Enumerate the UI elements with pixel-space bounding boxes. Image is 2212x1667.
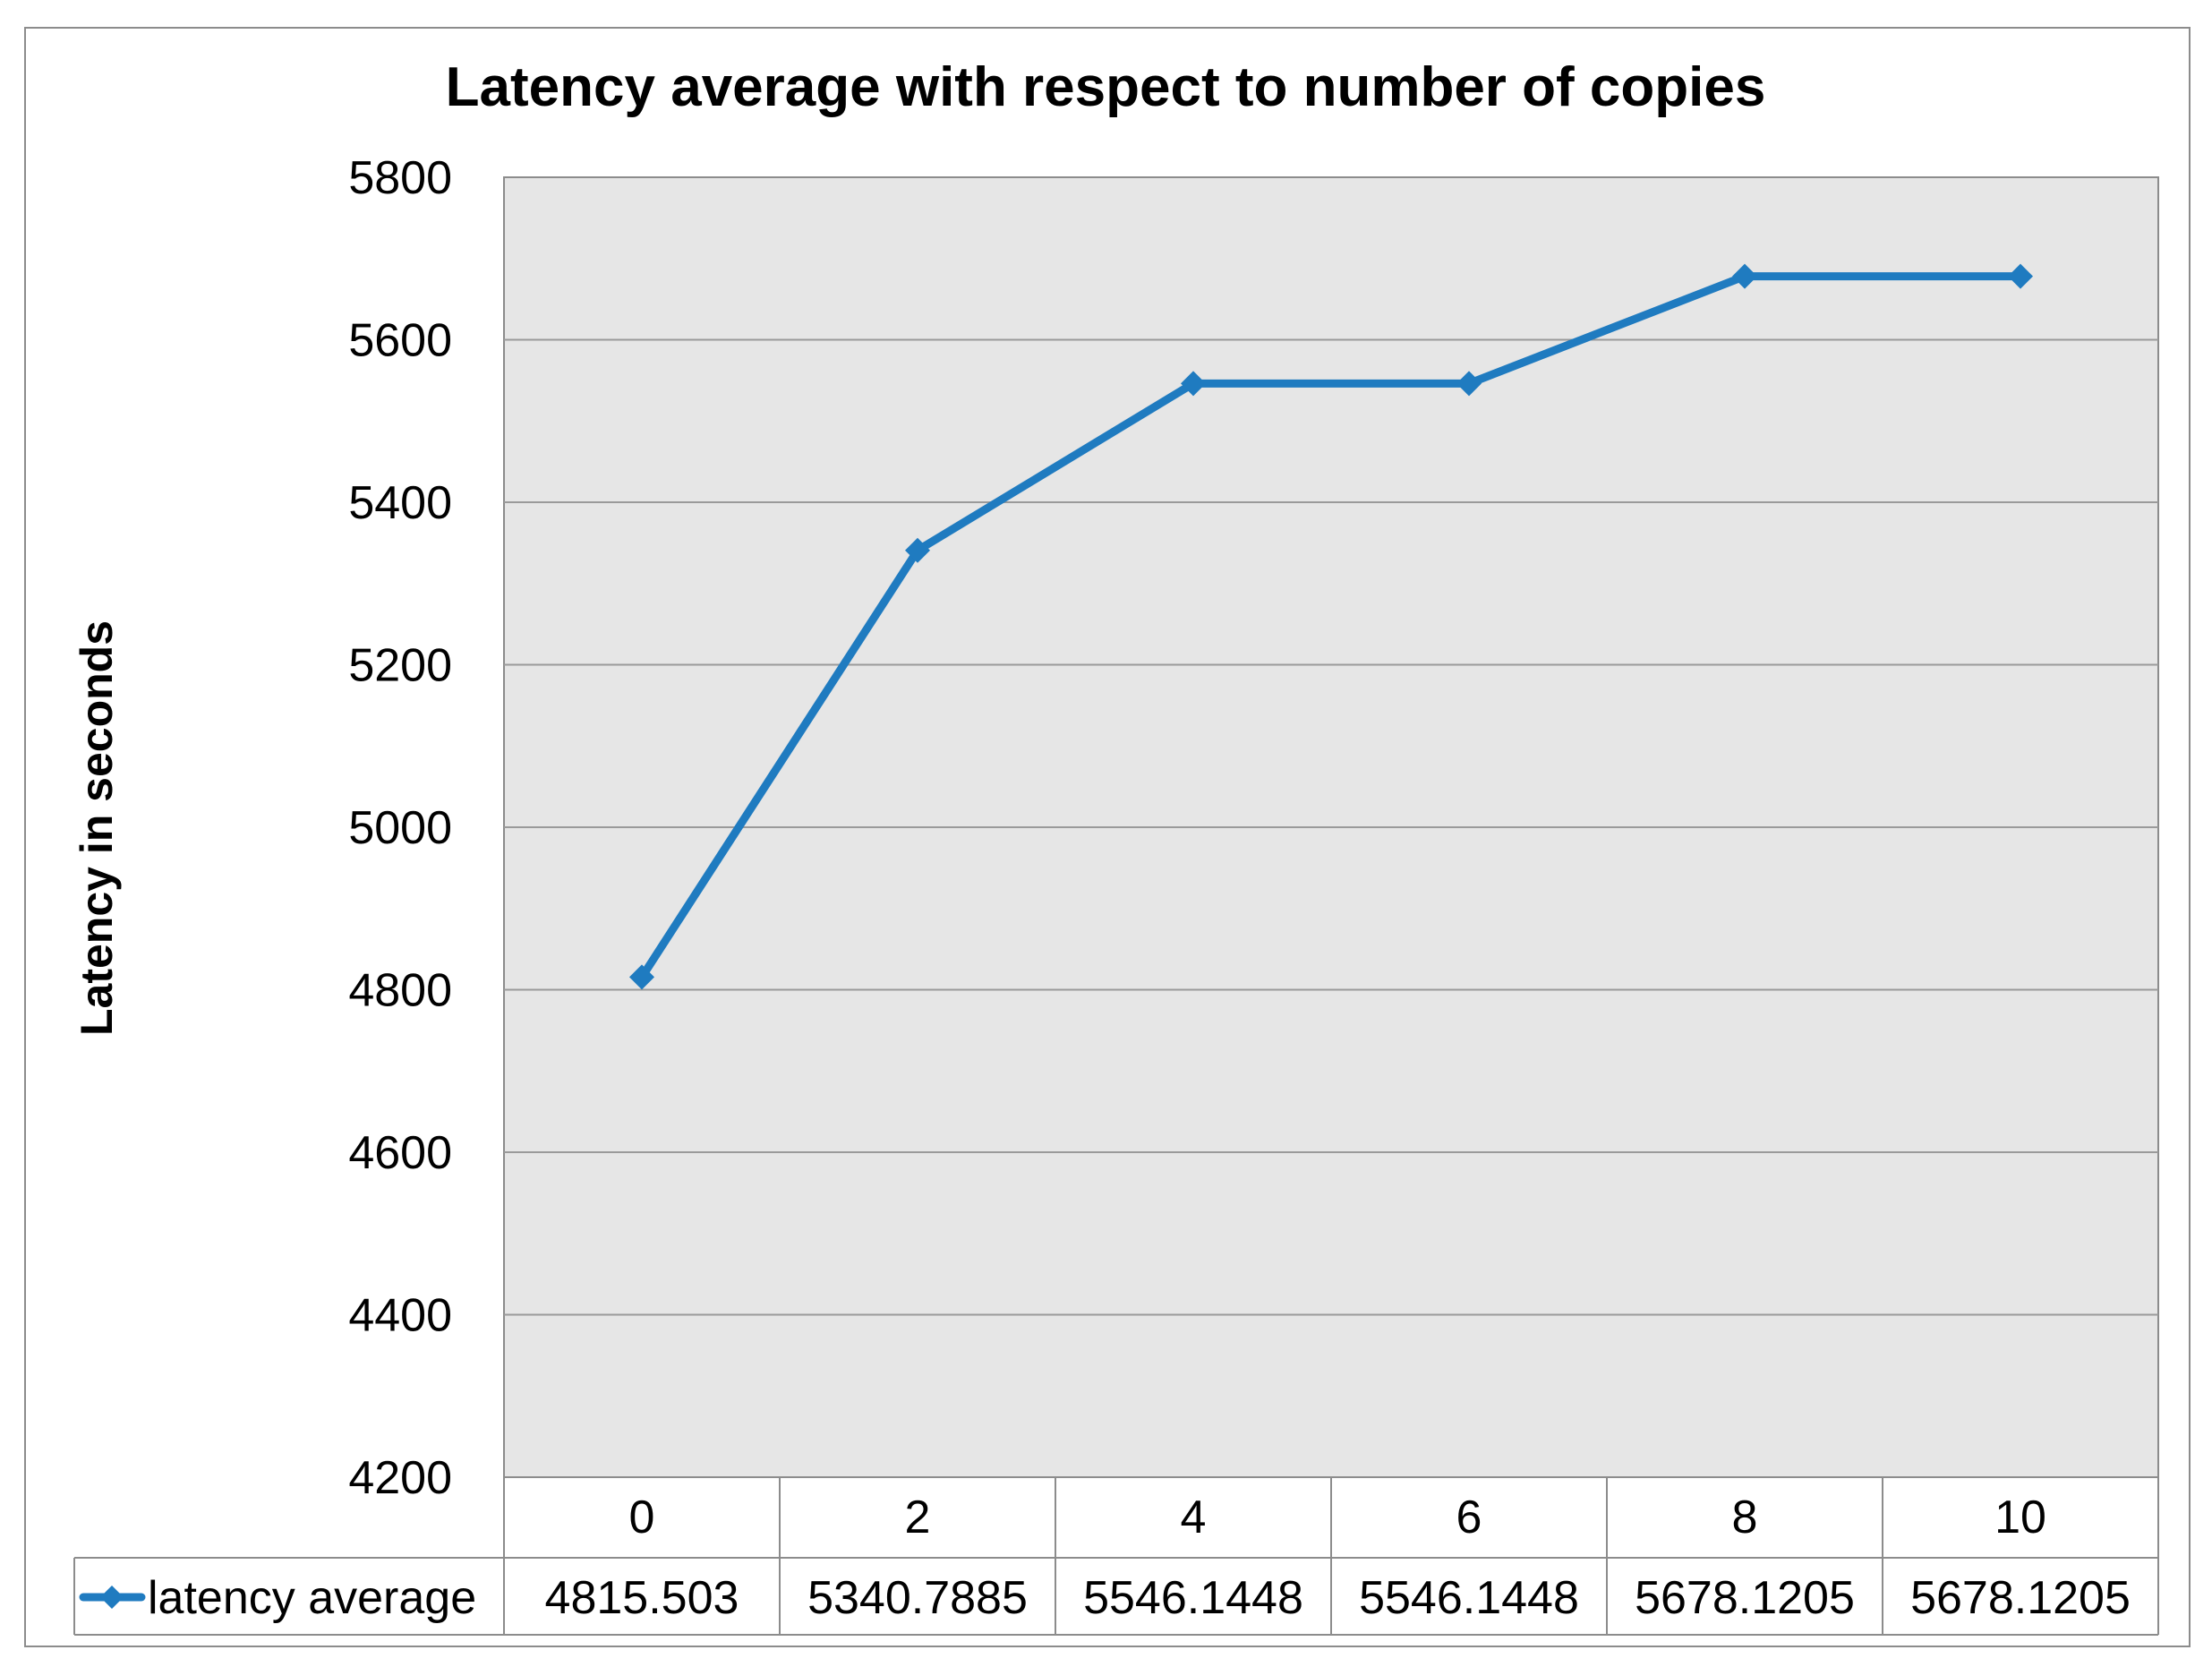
x-tick-label: 2 xyxy=(905,1492,931,1543)
data-table-value: 5678.1205 xyxy=(1635,1572,1855,1624)
data-point-marker xyxy=(1456,371,1482,397)
legend-marker-swatch xyxy=(100,1586,124,1609)
x-tick-label: 8 xyxy=(1732,1492,1758,1543)
series-line xyxy=(637,272,2025,981)
data-point-marker xyxy=(1732,263,1757,289)
plot-area: 4200 4400 4600 4800 5000 5200 5400 5600 5800 xyxy=(348,152,2159,1504)
x-tick-label: 0 xyxy=(629,1492,655,1543)
x-tick-label: 10 xyxy=(1994,1492,2046,1543)
data-table: 0 2 4 6 8 10 latency average 4815.503 5340.7885 5… xyxy=(73,1476,2159,1636)
legend-label: latency average xyxy=(148,1572,476,1624)
y-tick-label: 4600 xyxy=(348,1127,452,1179)
data-table-value: 4815.503 xyxy=(545,1572,739,1624)
y-tick-label: 4400 xyxy=(348,1290,452,1342)
data-point-marker xyxy=(2008,263,2033,289)
data-point-marker xyxy=(905,537,930,563)
x-tick-label: 6 xyxy=(1456,1492,1482,1543)
data-table-value: 5340.7885 xyxy=(807,1572,1028,1624)
y-tick-label: 4800 xyxy=(348,965,452,1017)
y-tick-label: 5200 xyxy=(348,640,452,692)
y-tick-label: 4200 xyxy=(348,1452,452,1504)
x-tick-label: 4 xyxy=(1181,1492,1207,1543)
y-tick-label: 5400 xyxy=(348,477,452,529)
data-point-marker xyxy=(1181,371,1206,397)
chart-title: Latency average with respect to number o… xyxy=(446,56,1766,118)
y-tick-label: 5000 xyxy=(348,802,452,854)
y-tick-label: 5800 xyxy=(348,152,452,204)
data-table-value: 5546.1448 xyxy=(1359,1572,1579,1624)
data-point-marker xyxy=(629,964,654,990)
data-table-value: 5678.1205 xyxy=(1910,1572,2131,1624)
data-table-value: 5546.1448 xyxy=(1083,1572,1303,1624)
y-axis-label: Latency in seconds xyxy=(72,620,122,1036)
y-tick-label: 5600 xyxy=(348,315,452,367)
